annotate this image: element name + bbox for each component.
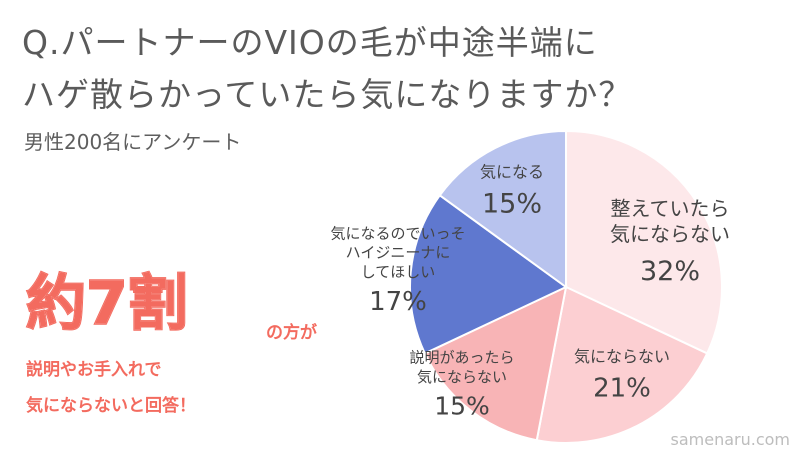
highlight-suffix-text: の方が (266, 323, 317, 343)
watermark: samenaru.com (670, 430, 791, 449)
slice-label-3-line-1: 説明があったら (409, 349, 514, 367)
pie-slice-5 (438, 129, 567, 289)
slice-value-1: 32% (640, 256, 700, 287)
chart-subtitle: 男性200名にアンケート (24, 130, 242, 154)
slice-value-4: 17% (369, 287, 427, 317)
slice-label-3-line-2: 気にならない (417, 368, 507, 386)
highlight-line-2: 気にならないと回答！ (26, 396, 196, 416)
pie-slice-2 (535, 285, 709, 444)
pie-slice-3 (423, 285, 568, 442)
highlight-line-1: 説明やお手入れで (26, 360, 162, 380)
slice-label-4-line-2: ハイジニーナに (346, 244, 451, 262)
highlight-main-text: 約7割 (25, 268, 189, 340)
slice-label-4-line-3: してほしい (361, 263, 436, 281)
chart-title-line-1: Q.パートナーのVIOの毛が中途半端に (22, 23, 598, 62)
slice-value-2: 21% (593, 373, 651, 403)
pie-slice-1 (565, 129, 723, 355)
pie-slice-4 (409, 193, 568, 355)
slice-value-3: 15% (434, 391, 490, 420)
slice-label-group-2: 気にならない 21% (574, 347, 670, 403)
slice-label-4-line-1: 気になるのでいっそ (330, 224, 465, 242)
highlight-body: 説明やお手入れで 気にならないと回答！ (26, 352, 196, 424)
chart-title-line-2: ハゲ散らかっていたら気になりますか？ (22, 75, 633, 114)
slice-label-2-line-1: 気にならない (574, 347, 670, 366)
slice-label-group-5: 気になる 15% (480, 162, 544, 219)
slice-label-1-line-1: 整えていたら (611, 197, 730, 221)
slice-value-5: 15% (482, 188, 542, 219)
slice-label-1-line-2: 気にならない (610, 222, 730, 246)
slice-label-5-line-1: 気になる (480, 162, 544, 181)
